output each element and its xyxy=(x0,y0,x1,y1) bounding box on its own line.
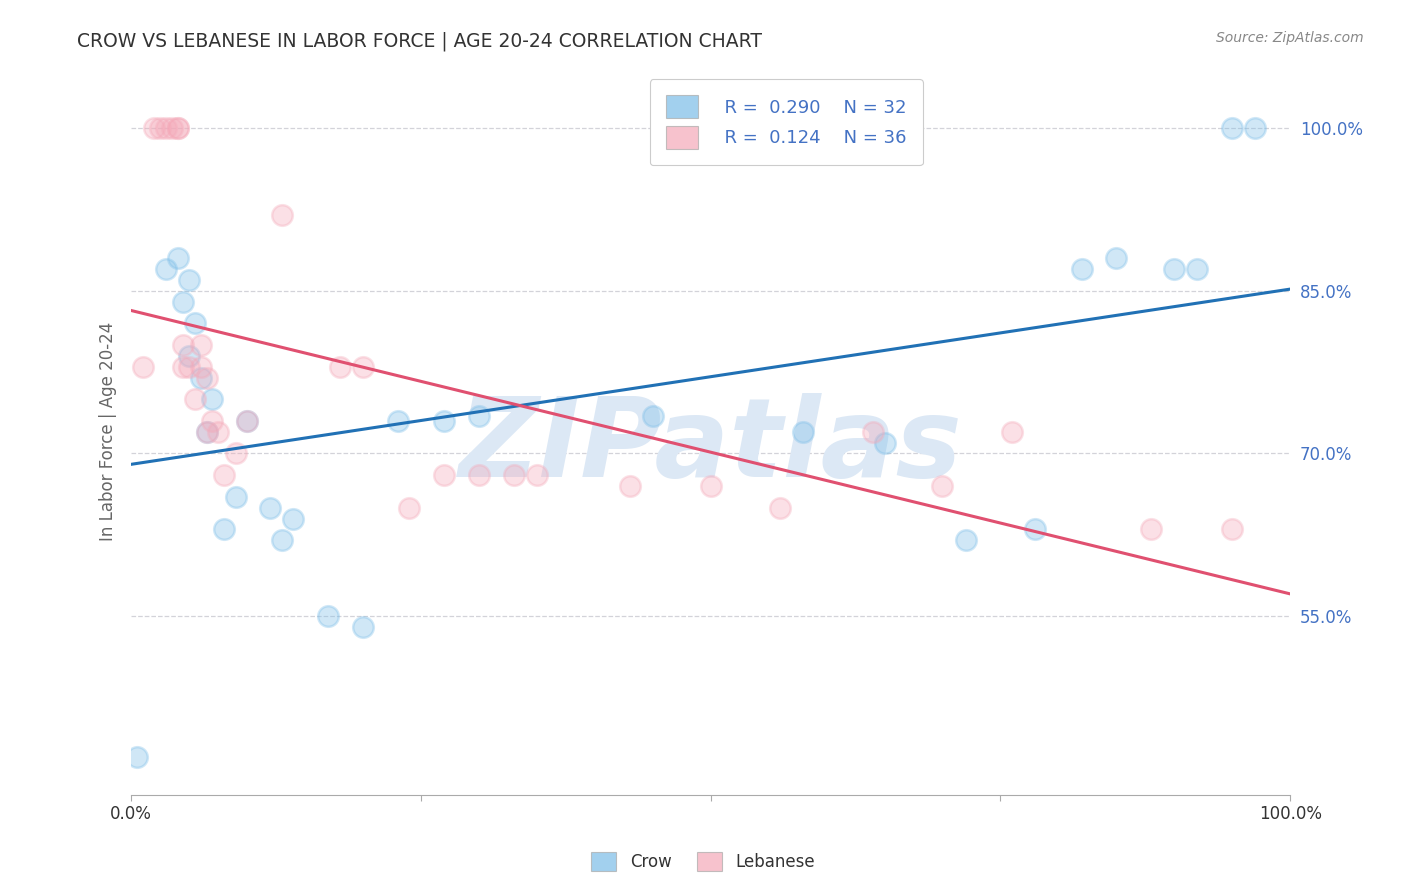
Point xyxy=(195,370,218,384)
Text: Source: ZipAtlas.com: Source: ZipAtlas.com xyxy=(1216,31,1364,45)
Point xyxy=(271,533,294,548)
Point xyxy=(931,479,953,493)
Point xyxy=(283,511,305,525)
Point xyxy=(1220,121,1243,136)
Point xyxy=(179,273,201,287)
Point xyxy=(433,468,456,483)
Point xyxy=(149,121,172,136)
Point xyxy=(190,359,212,374)
Point xyxy=(259,500,281,515)
Point xyxy=(1244,121,1267,136)
Point xyxy=(862,425,884,439)
Point xyxy=(1163,262,1185,277)
Point xyxy=(166,121,188,136)
Point xyxy=(236,414,259,428)
Point xyxy=(143,121,166,136)
Text: ZIPatlas: ZIPatlas xyxy=(458,392,963,500)
Point xyxy=(641,409,664,423)
Point xyxy=(184,317,207,331)
Point xyxy=(172,359,194,374)
Point xyxy=(526,468,548,483)
Point xyxy=(619,479,641,493)
Point xyxy=(179,359,201,374)
Point xyxy=(225,446,247,460)
Point xyxy=(132,359,155,374)
Point xyxy=(184,392,207,407)
Point xyxy=(172,338,194,352)
Point xyxy=(125,750,148,764)
Point xyxy=(236,414,259,428)
Point xyxy=(468,468,491,483)
Point xyxy=(160,121,183,136)
Point xyxy=(352,620,374,634)
Point xyxy=(201,414,224,428)
Point xyxy=(172,294,194,309)
Legend: Crow, Lebanese: Crow, Lebanese xyxy=(583,843,823,880)
Point xyxy=(1001,425,1024,439)
Point xyxy=(1024,522,1046,536)
Point xyxy=(1187,262,1209,277)
Point xyxy=(166,121,188,136)
Point xyxy=(468,409,491,423)
Point xyxy=(502,468,524,483)
Point xyxy=(225,490,247,504)
Point xyxy=(433,414,456,428)
Point xyxy=(190,338,212,352)
Point xyxy=(1220,522,1243,536)
Point xyxy=(271,208,294,222)
Point xyxy=(212,468,235,483)
Point xyxy=(179,349,201,363)
Point xyxy=(398,500,420,515)
Point xyxy=(955,533,977,548)
Point xyxy=(769,500,792,515)
Point xyxy=(190,370,212,384)
Point xyxy=(352,359,374,374)
Point xyxy=(195,425,218,439)
Point xyxy=(329,359,352,374)
Point xyxy=(1070,262,1092,277)
Point xyxy=(1140,522,1163,536)
Point xyxy=(792,425,814,439)
Point xyxy=(699,479,721,493)
Point xyxy=(873,435,896,450)
Point xyxy=(201,392,224,407)
Legend:   R =  0.290    N = 32,   R =  0.124    N = 36: R = 0.290 N = 32, R = 0.124 N = 36 xyxy=(650,79,922,165)
Point xyxy=(155,121,177,136)
Point xyxy=(1105,252,1128,266)
Point xyxy=(195,425,218,439)
Text: CROW VS LEBANESE IN LABOR FORCE | AGE 20-24 CORRELATION CHART: CROW VS LEBANESE IN LABOR FORCE | AGE 20… xyxy=(77,31,762,51)
Y-axis label: In Labor Force | Age 20-24: In Labor Force | Age 20-24 xyxy=(100,322,117,541)
Point xyxy=(212,522,235,536)
Point xyxy=(207,425,229,439)
Point xyxy=(155,262,177,277)
Point xyxy=(316,609,339,624)
Point xyxy=(387,414,409,428)
Point xyxy=(166,252,188,266)
